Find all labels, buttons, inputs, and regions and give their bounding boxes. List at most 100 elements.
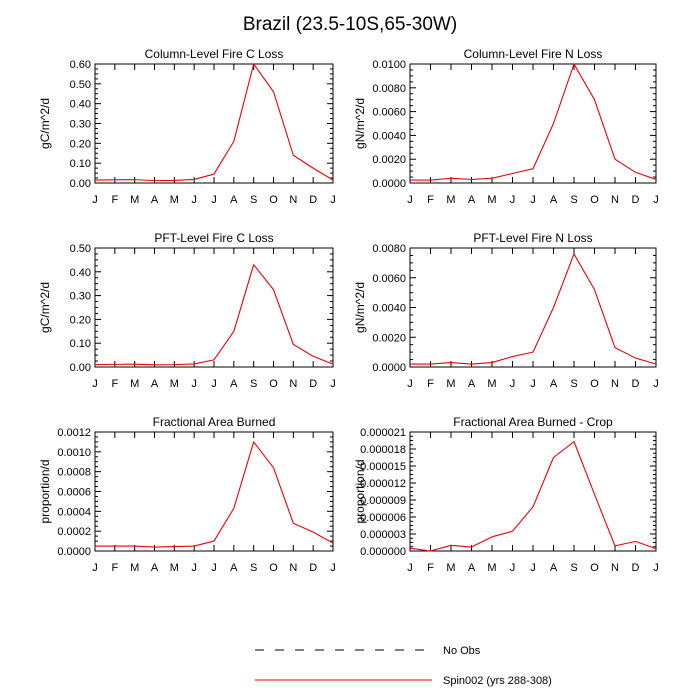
y-axis-label: proportion/d bbox=[38, 459, 52, 523]
y-tick-label: 0.0012 bbox=[57, 427, 91, 439]
x-tick-label: A bbox=[550, 194, 558, 206]
legend: No Obs Spin002 (yrs 288-308) bbox=[255, 645, 552, 687]
y-tick-label: 0.00 bbox=[70, 178, 91, 190]
x-tick-label: J bbox=[407, 378, 413, 390]
x-tick-label: J bbox=[191, 194, 197, 206]
panel-title: Fractional Area Burned - Crop bbox=[453, 415, 613, 429]
series-line-spin002-yrs-288-308 bbox=[94, 264, 334, 366]
series-line-spin002-yrs-288-308 bbox=[95, 441, 334, 548]
x-tick-label: O bbox=[590, 378, 599, 390]
x-tick-label: A bbox=[550, 378, 558, 390]
x-tick-label: J bbox=[653, 378, 659, 390]
plot-frame bbox=[94, 247, 334, 368]
y-tick-label: 0.000006 bbox=[360, 512, 406, 524]
x-tick-label: M bbox=[446, 562, 455, 574]
y-tick-label: 0.0040 bbox=[372, 303, 406, 315]
x-tick-label: F bbox=[111, 562, 118, 574]
x-tick-label: D bbox=[309, 378, 317, 390]
x-tick-label: J bbox=[211, 378, 217, 390]
x-tick-label: F bbox=[427, 562, 434, 574]
legend-label-no-obs: No Obs bbox=[443, 645, 481, 657]
series-line-spin002-yrs-288-308 bbox=[410, 253, 657, 365]
x-tick-label: O bbox=[269, 378, 278, 390]
x-tick-label: M bbox=[130, 194, 139, 206]
y-tick-label: 0.50 bbox=[70, 243, 91, 255]
panel-pft-level-fire-c-loss: PFT-Level Fire C Loss gC/m^2/d 0.00 0.10 0.2… bbox=[38, 231, 336, 390]
legend-label-spin002: Spin002 (yrs 288-308) bbox=[443, 675, 552, 687]
panel-title: Column-Level Fire N Loss bbox=[464, 47, 603, 61]
y-tick-label: 0.000009 bbox=[360, 495, 406, 507]
x-tick-label: A bbox=[151, 194, 159, 206]
y-tick-label: 0.0002 bbox=[57, 526, 91, 538]
x-tick-label: F bbox=[111, 194, 118, 206]
x-tick-label: S bbox=[250, 194, 257, 206]
x-tick-label: M bbox=[487, 378, 496, 390]
x-tick-label: M bbox=[130, 562, 139, 574]
x-tick-label: S bbox=[250, 378, 257, 390]
x-tick-label: D bbox=[632, 194, 640, 206]
plot-frame bbox=[94, 431, 334, 552]
y-tick-label: 0.30 bbox=[70, 291, 91, 303]
x-tick-label: F bbox=[427, 194, 434, 206]
y-tick-label: 0.0006 bbox=[57, 487, 91, 499]
x-tick-label: J bbox=[407, 562, 413, 574]
x-tick-label: S bbox=[250, 562, 257, 574]
x-tick-label: F bbox=[111, 378, 118, 390]
panel-fractional-area-burned-crop: Fractional Area Burned - Crop proportion/… bbox=[353, 415, 659, 574]
x-tick-label: S bbox=[570, 562, 577, 574]
x-tick-label: S bbox=[570, 194, 577, 206]
figure-title: Brazil (23.5-10S,65-30W) bbox=[243, 14, 457, 35]
x-tick-label: F bbox=[427, 378, 434, 390]
x-tick-label: M bbox=[170, 194, 179, 206]
y-tick-label: 0.000000 bbox=[360, 546, 406, 558]
x-tick-label: A bbox=[468, 378, 476, 390]
x-tick-label: M bbox=[446, 378, 455, 390]
x-tick-label: J bbox=[92, 194, 98, 206]
x-tick-label: O bbox=[590, 562, 599, 574]
chart-panels: Column-Level Fire C Loss gC/m^2/d 0.00 0.10… bbox=[38, 47, 659, 574]
x-tick-label: J bbox=[530, 562, 536, 574]
x-tick-label: A bbox=[230, 562, 238, 574]
y-tick-label: 0.40 bbox=[70, 267, 91, 279]
y-axis-label: proportion/d bbox=[353, 459, 367, 523]
panel-title: PFT-Level Fire C Loss bbox=[154, 231, 273, 245]
y-axis-label: gN/m^2/d bbox=[353, 98, 367, 149]
y-axis-label: gC/m^2/d bbox=[38, 282, 52, 333]
x-tick-label: J bbox=[510, 562, 516, 574]
x-tick-label: J bbox=[530, 194, 536, 206]
y-tick-label: 0.000003 bbox=[360, 529, 406, 541]
panel-column-level-fire-n-loss: Column-Level Fire N Loss gN/m^2/d 0.0000 0.… bbox=[353, 47, 659, 206]
panel-title: Fractional Area Burned bbox=[153, 415, 276, 429]
y-tick-label: 0.30 bbox=[70, 119, 91, 131]
panel-column-level-fire-c-loss: Column-Level Fire C Loss gC/m^2/d 0.00 0.10… bbox=[38, 47, 336, 206]
x-tick-label: J bbox=[191, 378, 197, 390]
y-tick-label: 0.0060 bbox=[372, 107, 406, 119]
x-tick-label: M bbox=[170, 378, 179, 390]
x-tick-label: N bbox=[611, 378, 619, 390]
x-tick-label: N bbox=[289, 378, 297, 390]
x-tick-label: J bbox=[330, 194, 336, 206]
y-tick-label: 0.000012 bbox=[360, 478, 406, 490]
x-tick-label: A bbox=[550, 562, 558, 574]
x-tick-label: O bbox=[590, 194, 599, 206]
y-tick-label: 0.000015 bbox=[360, 461, 406, 473]
y-axis-label: gN/m^2/d bbox=[353, 282, 367, 333]
y-tick-label: 0.0020 bbox=[372, 332, 406, 344]
y-axis-label: gC/m^2/d bbox=[38, 98, 52, 149]
plot-frame bbox=[94, 63, 334, 184]
x-tick-label: A bbox=[230, 194, 238, 206]
y-tick-label: 0.50 bbox=[70, 79, 91, 91]
x-tick-label: M bbox=[446, 194, 455, 206]
x-tick-label: J bbox=[653, 562, 659, 574]
x-tick-label: J bbox=[330, 378, 336, 390]
x-tick-label: A bbox=[468, 194, 476, 206]
x-tick-label: J bbox=[211, 562, 217, 574]
y-tick-label: 0.0004 bbox=[57, 506, 91, 518]
x-tick-label: S bbox=[570, 378, 577, 390]
y-tick-label: 0.000018 bbox=[360, 444, 406, 456]
y-tick-label: 0.0080 bbox=[372, 243, 406, 255]
y-tick-label: 0.00 bbox=[70, 362, 91, 374]
x-tick-label: D bbox=[632, 378, 640, 390]
x-tick-label: N bbox=[289, 562, 297, 574]
x-tick-label: M bbox=[487, 562, 496, 574]
